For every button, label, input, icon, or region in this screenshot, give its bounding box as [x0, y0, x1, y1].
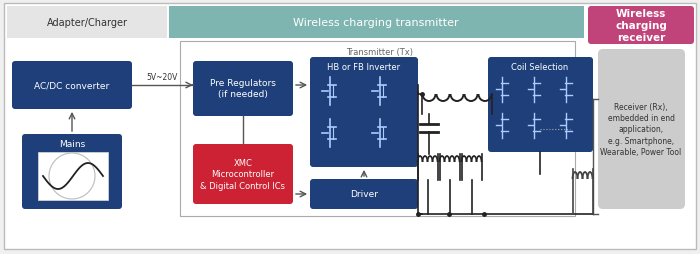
Text: Mains: Mains	[59, 140, 85, 149]
FancyBboxPatch shape	[310, 179, 418, 209]
Text: HB or FB Inverter: HB or FB Inverter	[328, 63, 400, 72]
Text: XMC
Microcontroller
& Digital Control ICs: XMC Microcontroller & Digital Control IC…	[200, 159, 286, 190]
FancyBboxPatch shape	[598, 50, 685, 209]
Text: Coil Selection: Coil Selection	[512, 63, 568, 72]
Bar	[180, 42, 575, 216]
FancyBboxPatch shape	[588, 7, 694, 45]
Text: 5V~20V: 5V~20V	[146, 73, 178, 82]
Bar	[7, 7, 167, 39]
FancyBboxPatch shape	[22, 134, 122, 209]
Text: Pre Regulators
(if needed): Pre Regulators (if needed)	[210, 79, 276, 99]
FancyBboxPatch shape	[488, 58, 593, 152]
Text: Receiver (Rx),
embedded in end
application,
e.g. Smartphone,
Wearable, Power Too: Receiver (Rx), embedded in end applicati…	[601, 103, 682, 156]
FancyBboxPatch shape	[193, 62, 293, 117]
FancyBboxPatch shape	[310, 58, 418, 167]
Bar	[38, 152, 108, 200]
Text: Wireless charging transmitter: Wireless charging transmitter	[293, 18, 458, 28]
Bar	[169, 7, 584, 39]
FancyBboxPatch shape	[12, 62, 132, 109]
Text: Transmitter (Tx): Transmitter (Tx)	[346, 47, 414, 56]
Text: Wireless
charging
receiver: Wireless charging receiver	[615, 9, 667, 43]
FancyBboxPatch shape	[193, 145, 293, 204]
Text: Adapter/Charger: Adapter/Charger	[46, 18, 127, 28]
Text: Driver: Driver	[350, 190, 378, 199]
Text: AC/DC converter: AC/DC converter	[34, 81, 110, 90]
